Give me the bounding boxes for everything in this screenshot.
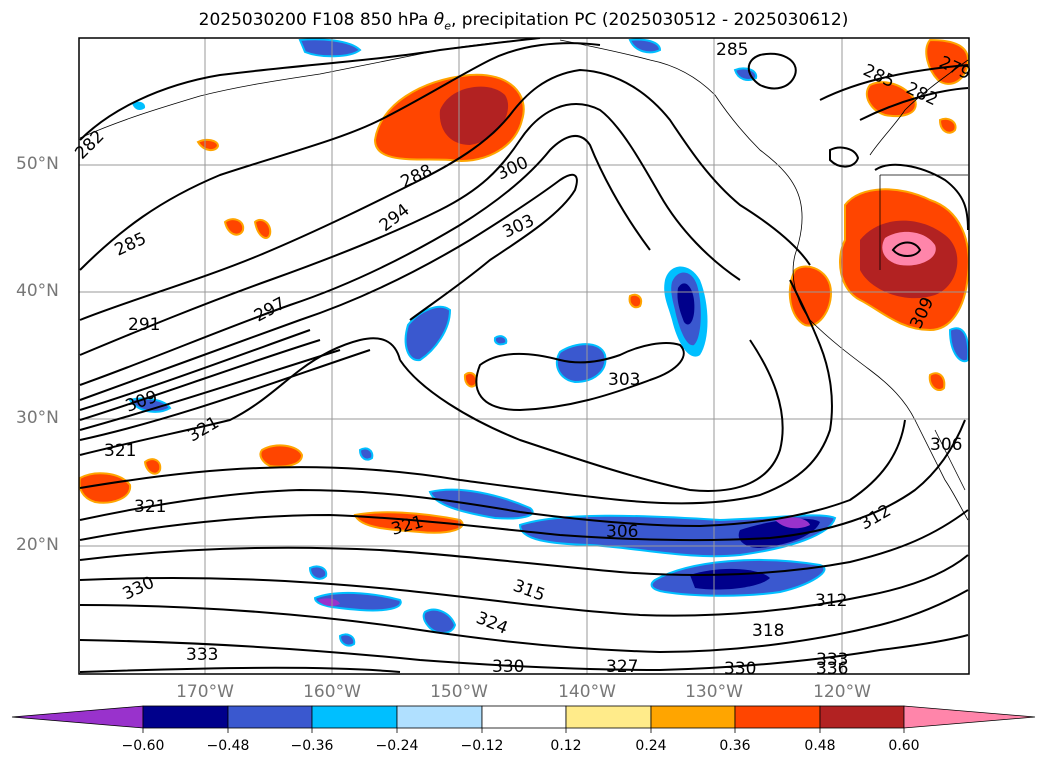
contour-label: 300 — [494, 153, 532, 185]
colorbar-swatch — [565, 705, 652, 729]
contour-label: 330 — [724, 659, 756, 679]
contour-label: 318 — [752, 621, 784, 641]
lon-label-170w: 170°W — [176, 682, 234, 702]
lat-label-50n: 50°N — [16, 154, 59, 174]
contour-label: 291 — [128, 315, 160, 335]
colorbar-tick: 0.12 — [550, 738, 582, 754]
contour-label: 336 — [816, 659, 848, 679]
contour-label: 306 — [930, 435, 962, 455]
lon-label-150w: 150°W — [430, 682, 488, 702]
colorbar-tick: −0.12 — [460, 738, 504, 754]
colorbar-swatch — [11, 705, 144, 729]
colorbar-tick: 0.60 — [888, 738, 920, 754]
theta-e-contours — [79, 38, 969, 673]
colorbar-tick: 0.48 — [804, 738, 836, 754]
colorbar-swatch — [650, 705, 736, 729]
colorbar-swatch — [311, 705, 398, 729]
contour-label: 297 — [251, 294, 289, 327]
lon-label-120w: 120°W — [813, 682, 871, 702]
contour-label: 333 — [816, 650, 848, 670]
contour-label: 294 — [376, 200, 414, 236]
precip-negative-areas — [128, 38, 969, 647]
lat-label-40n: 40°N — [16, 281, 59, 301]
colorbar-tick: −0.36 — [290, 738, 334, 754]
contour-label: 330 — [492, 657, 524, 677]
contour-label: 282 — [71, 126, 108, 163]
colorbar-swatch — [396, 705, 483, 729]
contour-label: 315 — [510, 576, 547, 606]
colorbar-tick: 0.36 — [719, 738, 751, 754]
map-title: 2025030200 F108 850 hPa θe, precipitatio… — [198, 10, 849, 33]
contour-label: 285 — [716, 40, 748, 60]
colorbar-swatch — [481, 705, 567, 729]
colorbar-swatch — [227, 705, 313, 729]
contour-label: 303 — [500, 211, 538, 243]
precip-positive-areas — [79, 38, 969, 534]
lon-label-140w: 140°W — [558, 682, 616, 702]
lat-label-30n: 30°N — [16, 408, 59, 428]
contour-label: 333 — [186, 645, 218, 665]
lon-label-160w: 160°W — [303, 682, 361, 702]
colorbar-tick: −0.60 — [121, 738, 165, 754]
colorbar-swatch — [903, 705, 1036, 729]
lon-label-130w: 130°W — [685, 682, 743, 702]
colorbar-swatch — [734, 705, 821, 729]
colorbar-tick: −0.24 — [375, 738, 419, 754]
contour-label: 327 — [606, 657, 638, 677]
map-frame — [78, 37, 970, 675]
contour-label: 285 — [112, 229, 150, 261]
contour-label: 306 — [606, 522, 638, 542]
colorbar — [11, 705, 1036, 733]
contour-label: 321 — [134, 497, 166, 517]
colorbar-tick: 0.24 — [635, 738, 667, 754]
colorbar-swatch — [819, 705, 905, 729]
contour-label: 303 — [608, 370, 640, 390]
contour-label: 321 — [185, 413, 223, 447]
contour-label: 324 — [473, 608, 511, 639]
lat-label-20n: 20°N — [16, 535, 59, 555]
colorbar-tick: −0.48 — [206, 738, 250, 754]
contour-label: 321 — [104, 441, 136, 461]
contour-label: 312 — [815, 591, 847, 611]
colorbar-swatch — [142, 705, 229, 729]
